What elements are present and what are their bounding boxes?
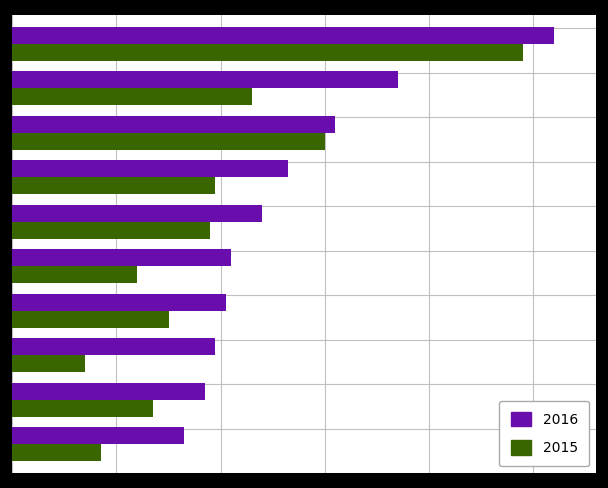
Bar [12,71,398,88]
Bar [12,445,101,461]
Bar [12,294,226,311]
Bar [12,427,184,445]
Bar [12,205,262,222]
Bar [12,116,335,133]
Bar [12,160,288,177]
Bar [12,222,210,239]
Bar [12,177,215,194]
Bar [12,355,85,372]
Bar [12,311,168,328]
Bar [12,133,325,150]
Bar [12,383,205,400]
Bar [12,400,153,417]
Bar [12,249,231,266]
Bar [12,338,215,355]
Legend: 2016, 2015: 2016, 2015 [500,401,589,467]
Bar [12,27,554,43]
Bar [12,88,252,105]
Bar [12,266,137,283]
Bar [12,43,523,61]
